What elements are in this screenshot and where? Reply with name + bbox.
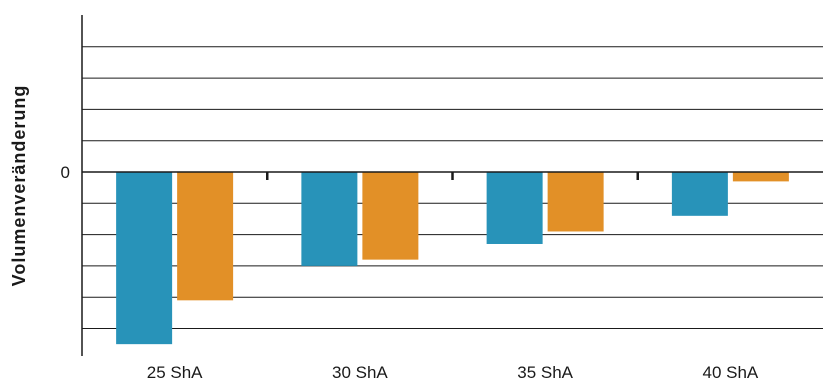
bar-series1-30-sha [301, 172, 358, 266]
y-tick-label-zero: 0 [61, 163, 70, 182]
x-tick-label: 25 ShA [147, 363, 203, 382]
bar-series2-35-sha [547, 172, 604, 232]
bar-series1-25-sha [116, 172, 173, 345]
bar-series2-30-sha [362, 172, 419, 260]
bar-series2-40-sha [732, 172, 789, 182]
x-ticks [266, 172, 639, 180]
x-tick-label: 30 ShA [332, 363, 388, 382]
bars [116, 172, 789, 345]
bar-series1-40-sha [671, 172, 728, 216]
x-tick-label: 40 ShA [702, 363, 758, 382]
x-tick-label: 35 ShA [517, 363, 573, 382]
bar-series1-35-sha [486, 172, 543, 244]
bar-series2-25-sha [177, 172, 234, 301]
x-tick-labels: 25 ShA 30 ShA 35 ShA 40 ShA [147, 363, 759, 382]
y-axis-title: Volumenveränderung [9, 85, 29, 287]
